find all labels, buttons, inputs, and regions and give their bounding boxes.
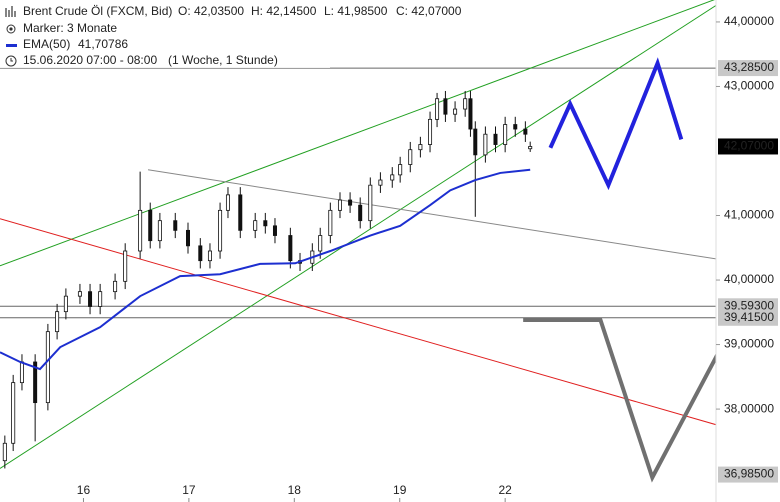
candle-body: [528, 146, 533, 150]
trend-line: [0, 4, 716, 469]
trend-line: [523, 318, 716, 483]
x-tick-label: 17: [182, 483, 196, 497]
candle-body: [468, 98, 473, 130]
ema-swatch: [6, 44, 17, 47]
candle-body: [263, 220, 268, 227]
candle-body: [173, 220, 178, 231]
price-tag: [718, 466, 778, 483]
candle-body: [19, 361, 24, 384]
candle-body: [523, 128, 528, 135]
candle-body: [473, 128, 478, 156]
ohlc-low: L: 41,98500: [324, 4, 388, 18]
marker-icon: [6, 24, 16, 34]
candle-body: [378, 179, 383, 186]
plot-area: [0, 0, 716, 483]
y-tick-label: 39,00000: [724, 337, 774, 351]
y-tick-label: 38,00000: [724, 401, 774, 415]
price-tag-label: 39,41500: [724, 310, 774, 324]
candle-body: [503, 124, 508, 145]
candle-body: [218, 209, 223, 252]
candle-body: [253, 220, 258, 231]
y-tick-label: 44,00000: [724, 14, 774, 28]
price-tag-label: 42,07000: [724, 139, 774, 153]
candle-body: [453, 108, 458, 115]
trend-line: [147, 169, 716, 260]
y-tick-label: 40,00000: [724, 272, 774, 286]
candle-body: [88, 291, 93, 307]
candle-body: [2, 442, 7, 462]
y-tick-label: 41,00000: [724, 208, 774, 222]
price-tag: [718, 309, 778, 326]
legend-entry: EMA(50): [23, 37, 70, 51]
ema-value: 41,70786: [78, 37, 128, 51]
candle-body: [408, 149, 413, 165]
period-label: 15.06.2020 07:00 - 08:00: [23, 53, 157, 67]
candle-body: [198, 245, 203, 262]
candle-body: [45, 331, 50, 404]
marker-label: Marker: 3 Monate: [23, 21, 117, 35]
clock-hands: [10, 58, 13, 62]
trend-line: [548, 57, 684, 191]
instrument-title: Brent Crude Öl (FXCM, Bid): [23, 4, 172, 18]
candle-body: [390, 174, 395, 181]
candle-body: [318, 235, 323, 252]
candle-body: [358, 204, 363, 222]
candle-body: [428, 118, 433, 145]
candle-body: [337, 199, 342, 211]
candle-body: [348, 199, 353, 206]
marker-icon-dot: [9, 27, 13, 31]
candle-body: [272, 225, 277, 236]
candle-body: [418, 144, 423, 151]
trend-line: [0, 218, 716, 426]
candle-body: [288, 235, 293, 262]
x-tick-label: 18: [288, 483, 302, 497]
candle-body: [77, 291, 82, 297]
interval-label: (1 Woche, 1 Stunde): [168, 53, 278, 67]
y-tick-label: 43,00000: [724, 79, 774, 93]
candle-body: [435, 98, 440, 120]
candle-body: [225, 194, 230, 211]
candle-body: [483, 133, 488, 156]
legend-bg: [0, 2, 330, 68]
candle-body: [138, 209, 143, 252]
candle-body: [98, 291, 103, 307]
ohlc-close: C: 42,07000: [396, 4, 462, 18]
instrument-icon: [5, 6, 16, 17]
clock-icon: [5, 55, 17, 67]
candle-body: [63, 295, 68, 313]
price-axis: 44,00000 43,00000 41,00000 40,00000 39,00000…: [77, 0, 778, 502]
candle-body: [463, 98, 468, 110]
candle-body: [493, 133, 498, 145]
price-tag-label: 39,59300: [724, 298, 774, 312]
ohlc-open: O: 42,03500: [178, 4, 244, 18]
candle-body: [123, 250, 128, 282]
candle-body: [368, 184, 373, 222]
candle-body: [11, 382, 16, 444]
trend-line: [0, 0, 715, 267]
candle-body: [55, 311, 60, 333]
ema-line: [0, 168, 531, 371]
candle-body: [186, 229, 191, 247]
ohlc-high: H: 42,14500: [251, 4, 317, 18]
candle-body: [157, 220, 162, 242]
x-tick-label: 19: [393, 483, 407, 497]
candle-body: [33, 361, 38, 404]
candle-body: [513, 124, 518, 130]
candle-body: [238, 194, 243, 231]
candle-body: [398, 164, 403, 176]
price-tag: [718, 138, 778, 155]
price-tag: [718, 60, 778, 77]
candle-body: [113, 280, 118, 293]
x-tick-label: 22: [498, 483, 512, 497]
candle-body: [148, 209, 153, 242]
price-tag-label: 36,98500: [724, 467, 774, 481]
price-tag-label: 43,28500: [724, 60, 774, 74]
candle-body: [328, 209, 333, 236]
candle-body: [443, 98, 448, 115]
legend: Brent Crude Öl (FXCM, Bid) O: 42,03500 H…: [0, 2, 462, 68]
candle-body: [207, 250, 212, 262]
x-tick-label: 16: [77, 483, 91, 497]
